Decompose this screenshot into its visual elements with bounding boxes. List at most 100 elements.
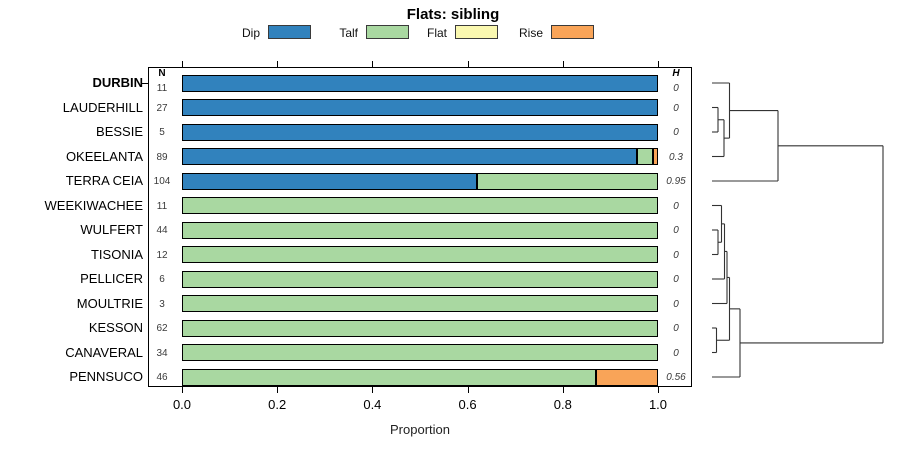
x-tick-label: 1.0 <box>648 397 668 412</box>
bar-segment-talf <box>182 368 597 386</box>
bar-terra-ceia <box>182 172 658 190</box>
h-value: 0.95 <box>666 176 686 187</box>
legend-item-flat: Flat <box>402 25 502 40</box>
bar-segment-dip <box>182 99 658 116</box>
legend-label: Flat <box>426 26 447 40</box>
bar-segment-dip <box>182 172 478 190</box>
row-label-kesson: KESSON <box>88 320 143 335</box>
bar-segment-talf <box>182 344 658 361</box>
legend-item-talf: Talf <box>313 25 413 40</box>
h-value: 0.56 <box>666 372 686 383</box>
x-tick-bottom <box>277 387 279 393</box>
x-tick-label: 0.4 <box>363 397 382 412</box>
x-tick-top <box>562 61 564 67</box>
h-value: 0 <box>673 127 679 138</box>
legend-swatch-flat <box>455 25 498 39</box>
bar-segment-talf <box>182 295 658 312</box>
n-value: 104 <box>153 176 171 187</box>
bar-segment-talf <box>182 197 658 214</box>
x-tick-top <box>372 61 374 67</box>
x-tick-label: 0.6 <box>458 397 477 412</box>
x-tick-top <box>467 61 469 67</box>
x-tick-label: 0.2 <box>268 397 287 412</box>
x-tick-label: 0.8 <box>553 397 572 412</box>
n-column-header: N <box>158 68 166 79</box>
bar-pennsuco <box>182 368 658 386</box>
n-value: 5 <box>159 127 165 138</box>
bar-segment-dip <box>182 148 637 165</box>
row-label-canaveral: CANAVERAL <box>65 344 143 360</box>
row-label-pellicer: PELLICER <box>80 271 143 286</box>
row-label-okeelanta: OKEELANTA <box>65 148 143 164</box>
x-tick-bottom <box>467 387 469 393</box>
row-label-wulfert: WULFERT <box>80 222 143 237</box>
bar-segment-talf <box>182 246 658 263</box>
row-label-moultrie: MOULTRIE <box>76 295 143 311</box>
h-value: 0.3 <box>669 151 683 163</box>
bar-lauderhill <box>182 99 658 116</box>
legend-item-dip: Dip <box>215 25 315 40</box>
row-label-durbin: DURBIN <box>92 75 143 90</box>
bar-tisonia <box>182 246 658 263</box>
n-value: 62 <box>156 323 168 334</box>
n-value: 11 <box>156 83 168 94</box>
x-axis-title: Proportion <box>390 422 450 437</box>
n-value: 3 <box>159 298 165 310</box>
legend-label: Dip <box>241 26 260 40</box>
h-column-header: H <box>672 68 680 79</box>
row-label-tisonia: TISONIA <box>90 246 143 262</box>
chart-title: Flats: sibling <box>406 6 500 23</box>
row-label-weekiwachee: WEEKIWACHEE <box>44 197 143 213</box>
bar-segment-talf <box>636 148 653 165</box>
h-value: 0 <box>673 83 679 94</box>
h-value: 0 <box>673 298 679 310</box>
x-tick-top <box>182 61 183 67</box>
row-label-bessie: BESSIE <box>96 124 143 139</box>
bar-bessie <box>182 123 658 141</box>
row-label-pennsuco: PENNSUCO <box>69 369 143 384</box>
x-tick-bottom <box>562 387 564 393</box>
plot-area <box>148 67 692 387</box>
bar-moultrie <box>182 295 658 312</box>
bar-pellicer <box>182 270 658 288</box>
h-value: 0 <box>673 323 679 334</box>
bar-durbin <box>182 74 658 92</box>
x-tick-bottom <box>182 387 183 393</box>
legend-label: Rise <box>518 26 543 40</box>
n-value: 89 <box>156 151 168 163</box>
n-value: 34 <box>156 347 168 359</box>
legend-label: Talf <box>339 26 358 40</box>
x-tick-top <box>658 61 659 67</box>
x-tick-top <box>277 61 279 67</box>
bar-segment-dip <box>182 74 658 92</box>
legend-item-rise: Rise <box>498 25 598 40</box>
n-value: 11 <box>156 200 168 212</box>
n-value: 44 <box>156 225 168 236</box>
h-value: 0 <box>673 102 679 114</box>
h-value: 0 <box>673 249 679 261</box>
row-label-terra-ceia: TERRA CEIA <box>65 173 143 188</box>
bar-segment-rise <box>652 148 658 165</box>
bar-segment-dip <box>182 123 658 141</box>
h-value: 0 <box>673 274 679 285</box>
h-value: 0 <box>673 225 679 236</box>
x-tick-bottom <box>372 387 374 393</box>
legend-swatch-talf <box>366 25 409 39</box>
row-tick <box>141 83 148 84</box>
n-value: 46 <box>156 372 168 383</box>
bar-wulfert <box>182 221 658 239</box>
h-value: 0 <box>673 200 679 212</box>
row-label-lauderhill: LAUDERHILL <box>62 99 143 115</box>
bar-segment-rise <box>596 368 658 386</box>
bar-kesson <box>182 319 658 337</box>
x-tick-bottom <box>658 387 659 393</box>
bar-segment-talf <box>477 172 658 190</box>
bar-okeelanta <box>182 148 658 165</box>
legend-swatch-dip <box>268 25 311 39</box>
bar-weekiwachee <box>182 197 658 214</box>
x-tick-label: 0.0 <box>172 397 192 412</box>
n-value: 12 <box>156 249 168 261</box>
n-value: 6 <box>159 274 165 285</box>
n-value: 27 <box>156 102 168 114</box>
